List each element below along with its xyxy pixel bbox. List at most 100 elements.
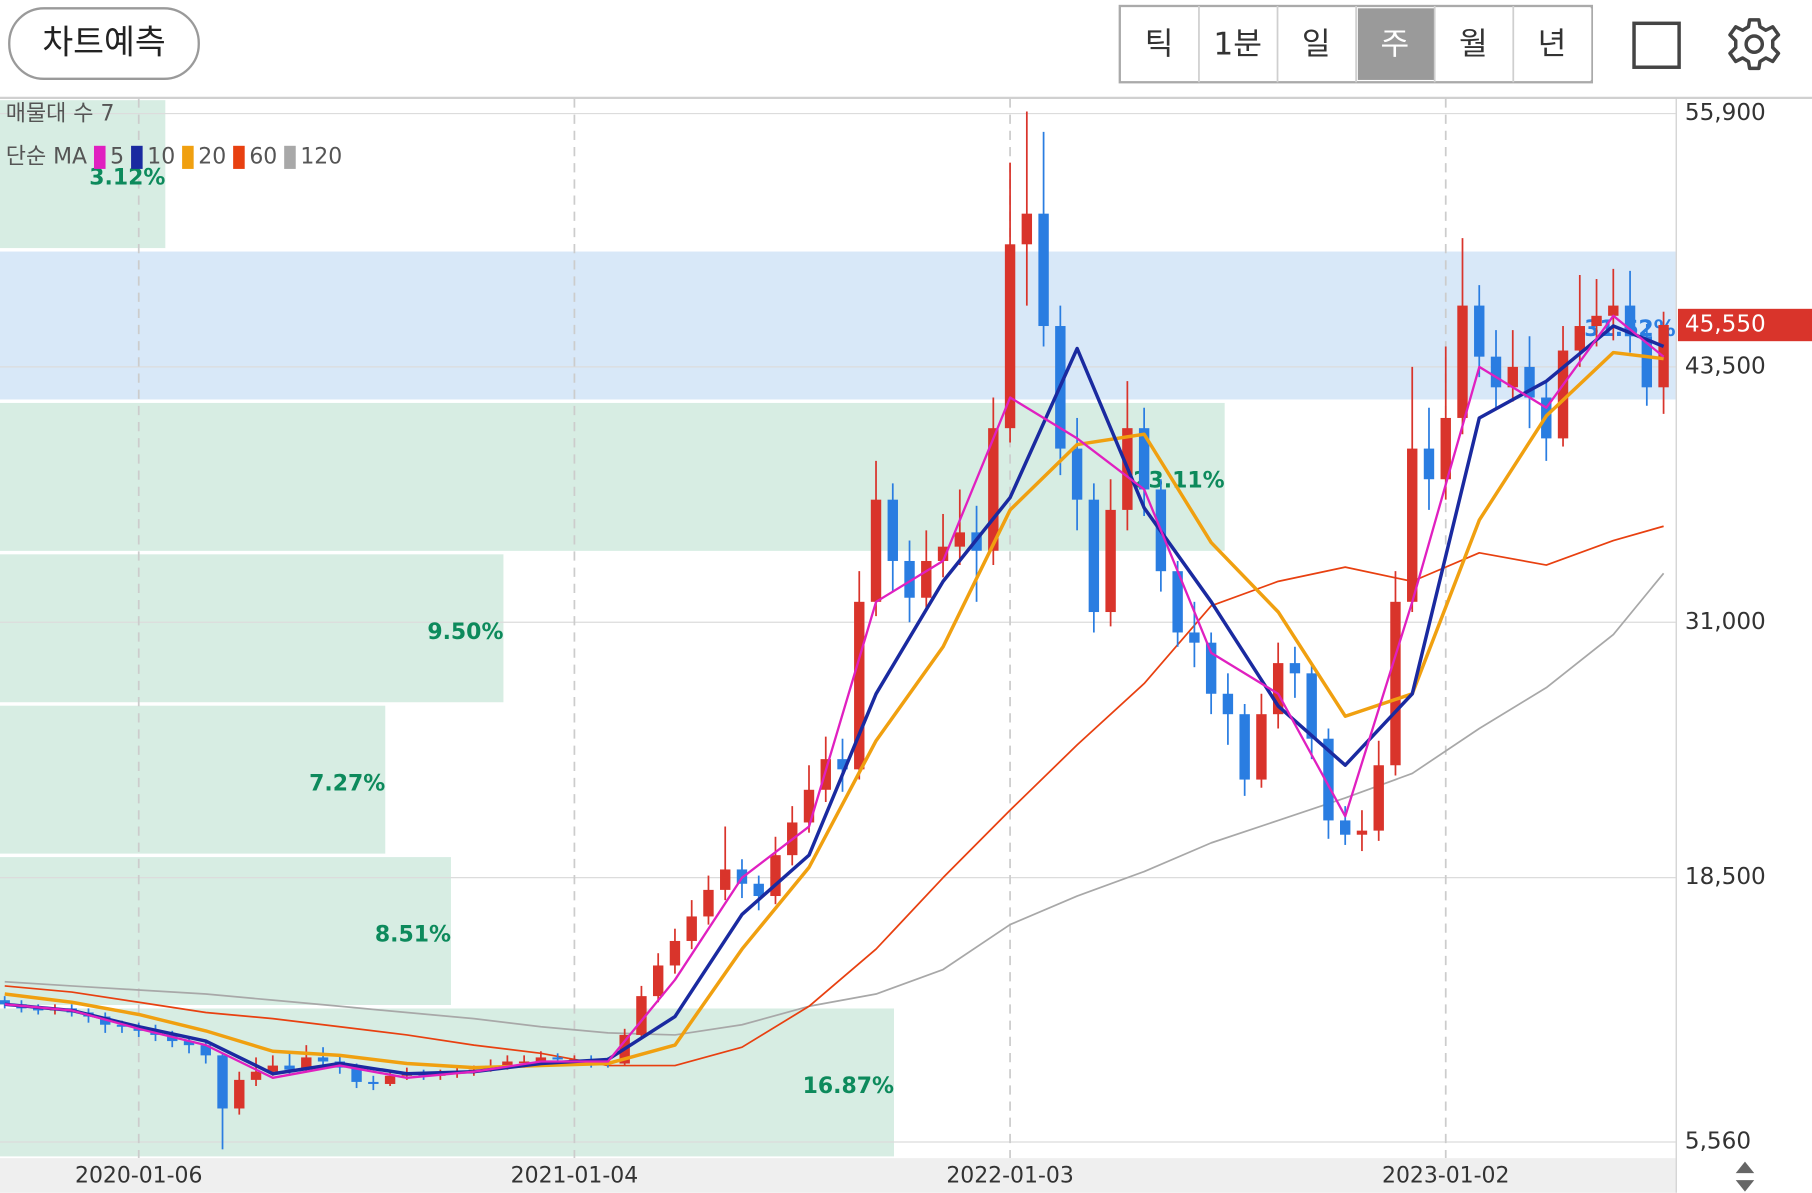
candle-body [1474,305,1485,357]
volume-profile-label: 9.50% [427,620,503,645]
legend-swatch [233,145,245,169]
period-cell[interactable] [1436,8,1513,80]
sort-down [1735,1180,1755,1192]
candle-body [535,1057,547,1062]
x-tick-label: 2023-01-02 [1382,1164,1510,1189]
y-tick-label: 43,500 [1685,353,1766,379]
candle-body [1071,448,1083,500]
candle-body [1440,417,1451,480]
x-tick-label: 2021-01-04 [511,1164,638,1189]
current-price-label: 45,550 [1685,311,1766,337]
candle-body [1323,738,1334,821]
candle-body [1624,305,1636,337]
candle-body [200,1045,211,1056]
fullscreen-icon[interactable] [1632,21,1681,69]
volume-profile-bar [0,100,166,249]
period-option[interactable]: 틱 [1145,26,1174,62]
predict-button[interactable]: 차트예측 [42,23,165,62]
candle-body [1172,571,1183,633]
sort-up [1735,1161,1755,1174]
candle-body [1423,448,1435,480]
candle-body [753,883,764,897]
candle-body [1222,693,1234,715]
legend-label: 20 [198,144,226,169]
candle-body [1490,356,1502,388]
volume-profile-label: 3.12% [89,166,165,191]
candle-body [904,560,915,598]
candle-body [234,1079,245,1109]
candle-body [351,1067,362,1082]
candle-body [1574,326,1585,351]
period-cell[interactable] [1122,8,1199,80]
candle-body [368,1081,379,1084]
candle-body [0,1000,10,1005]
legend-label: 10 [147,144,175,169]
candle-body [250,1071,262,1080]
moving-average-line [4,314,1665,1079]
volume-profile-bar [0,705,386,854]
candle-body [1189,632,1200,643]
candle-body [1457,305,1468,418]
gear-outline [1728,18,1781,71]
candle-body [1641,336,1653,388]
candle-body [1272,663,1284,715]
y-tick-label: 5,560 [1685,1128,1751,1154]
toolbar: 차트예측 틱 1분 일 주 월 년 [8,4,1781,84]
plot-area: 16.87%8.51%7.27%9.50%23.11%31.62%3.12%매물… [0,98,1676,1159]
candle-body [1356,830,1368,835]
moving-average-line [4,572,1665,1036]
candle-body [1524,366,1535,398]
candle-body [183,1041,195,1046]
period-cell[interactable] [1515,8,1592,80]
candle-body [703,889,714,917]
candle-body [937,546,949,561]
candle-body [384,1075,396,1084]
candle-body [1038,213,1049,327]
period-cell[interactable] [1200,8,1277,80]
candle-body [1306,673,1317,739]
candle-body [921,560,932,598]
period-cell[interactable] [1357,8,1435,80]
candle-body [686,916,697,941]
period-option[interactable]: 주 [1380,26,1409,62]
candle-body [116,1024,128,1027]
period-option[interactable]: 1분 [1213,26,1262,62]
period-option[interactable]: 월 [1459,26,1488,62]
volume-profile-label: 16.87% [803,1074,894,1099]
candle-body [720,869,731,890]
candle-body [1407,448,1418,602]
legend-title: 단순 MA [6,144,87,169]
candle-body [518,1061,530,1064]
candle-body [954,532,966,547]
legend-swatch [182,145,194,169]
period-cell[interactable] [1279,8,1356,80]
y-tick-label: 55,900 [1685,100,1766,126]
candle-body [284,1065,295,1070]
x-tick-label: 2020-01-06 [75,1164,203,1189]
volume-profile-title: 매물대 수 7 [6,102,115,127]
volume-profile-label: 7.27% [309,771,385,796]
x-axis-strip [0,1158,1676,1193]
gear-center [1744,34,1765,54]
candle-body [301,1057,312,1070]
moving-average-line [4,525,1664,1067]
sort-icon[interactable] [1735,1161,1755,1192]
candle-body [1557,350,1569,439]
candle-body [1239,714,1250,780]
period-option[interactable]: 일 [1302,26,1331,62]
candle-body [1373,765,1384,831]
candle-body [1608,305,1619,316]
candle-body [1088,499,1100,613]
candle-body [837,759,848,770]
legend-swatch [284,145,296,169]
candle-body [1390,601,1401,766]
candle-body [1021,213,1033,245]
candle-body [652,965,664,997]
predict-button-frame[interactable] [8,7,200,80]
settings-icon[interactable] [1728,18,1781,71]
candle-body [1507,366,1518,388]
y-tick-label: 31,000 [1685,609,1766,635]
period-option[interactable]: 년 [1538,26,1567,62]
candle-body [669,940,681,966]
